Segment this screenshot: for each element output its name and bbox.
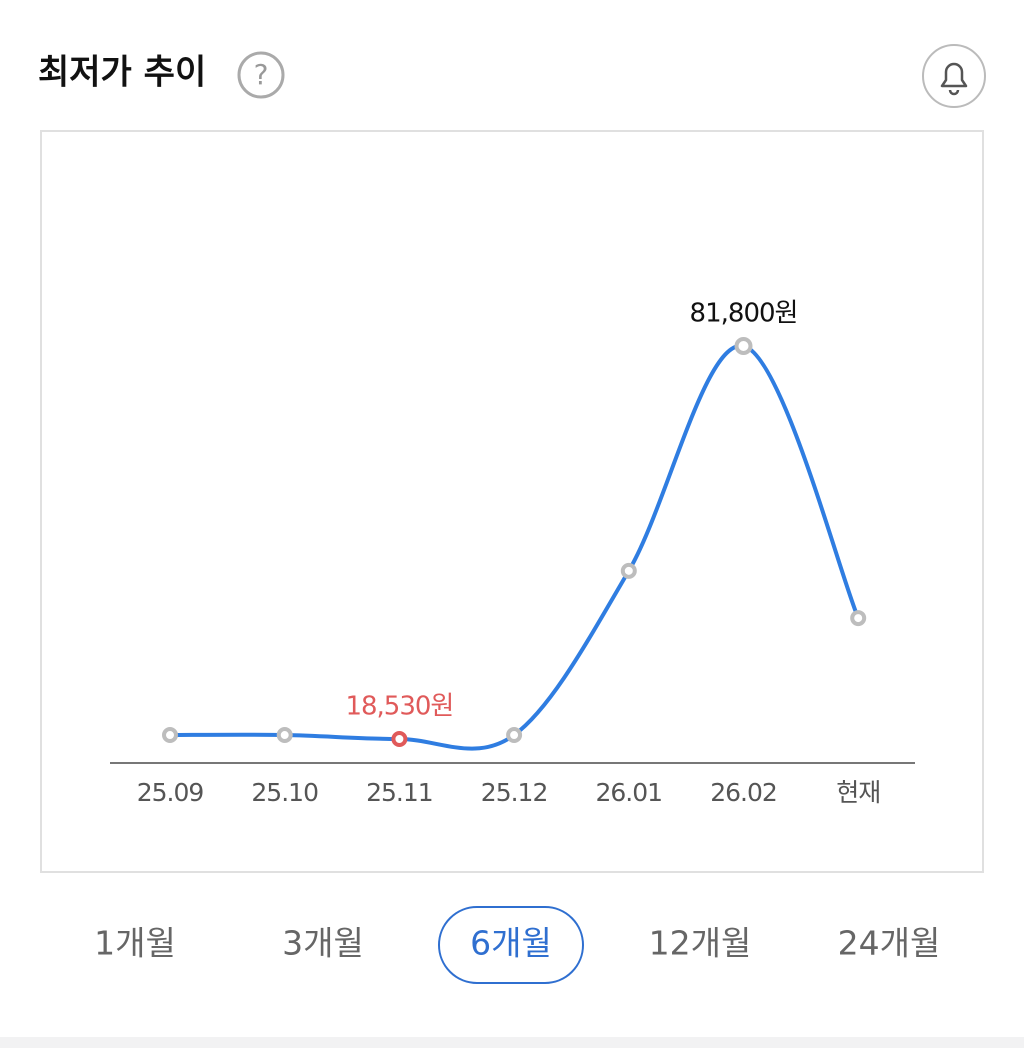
point-marker: [620, 562, 637, 579]
x-tick-label: 26.01: [596, 778, 663, 807]
chart-box: [40, 130, 984, 873]
x-tick-label: 25.10: [251, 778, 318, 807]
x-tick-label: 25.12: [481, 778, 548, 807]
alert-circle: [922, 44, 986, 108]
tab-label: 24개월: [838, 924, 941, 963]
x-tick-label: 25.11: [366, 778, 433, 807]
point-marker: [391, 731, 408, 747]
alert-button[interactable]: [922, 44, 986, 108]
point-marker: [850, 610, 867, 627]
tab-label: 1개월: [94, 924, 176, 963]
period-tab[interactable]: 6개월: [438, 906, 584, 984]
title: 최저가 추이: [38, 53, 206, 93]
point-marker: [162, 727, 178, 744]
price-line: [169, 343, 861, 751]
point-marker: [276, 727, 293, 744]
bell-icon: [940, 62, 968, 96]
x-tick-label: 26.02: [710, 778, 777, 807]
value-label: 18,530원: [345, 692, 453, 722]
help-circle: [237, 51, 285, 99]
footer-strip: [0, 1037, 1024, 1048]
period-tabs: 1개월 3개월 6개월 12개월 24개월: [94, 906, 941, 984]
period-tab[interactable]: 1개월: [94, 924, 176, 963]
tab-label: 12개월: [649, 924, 752, 963]
point-marker: [506, 727, 523, 744]
tab-label: 3개월: [282, 924, 364, 963]
chart: 25.09 25.10 25.11 25.12 26.01 26.02 현재 18,530원 8…: [137, 299, 881, 808]
x-tick-label: 25.09: [137, 778, 204, 807]
point-marker: [734, 337, 753, 355]
period-tab[interactable]: 24개월: [838, 924, 941, 963]
help-icon: ?: [254, 58, 269, 91]
help-button[interactable]: ?: [237, 51, 285, 99]
period-tab[interactable]: 12개월: [649, 924, 752, 963]
selected-pill: [438, 906, 584, 984]
period-tab[interactable]: 3개월: [282, 924, 364, 963]
x-tick-label: 현재: [836, 778, 880, 807]
tab-label: 6개월: [470, 924, 552, 963]
value-label: 81,800원: [690, 299, 798, 329]
